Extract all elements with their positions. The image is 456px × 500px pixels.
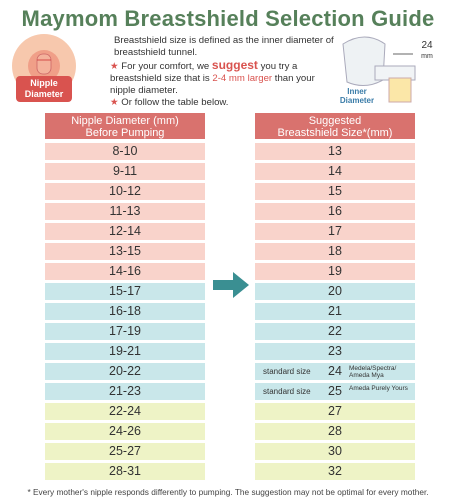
size-value: 30 [328, 444, 342, 458]
nipple-cell: 21-23 [45, 383, 205, 401]
size-note: Ameda Purely Yours [349, 385, 408, 392]
title: Maymom Breastshield Selection Guide [21, 6, 435, 31]
size-value: 20 [328, 284, 342, 298]
size-value: 24 [421, 40, 433, 51]
nipple-cell: 20-22 [45, 363, 205, 381]
nipple-cell: 25-27 [45, 443, 205, 461]
size-cell: 24 standard size Medela/Spectra/ Ameda Mya [255, 363, 415, 381]
size-cell: 25 standard size Ameda Purely Yours [255, 383, 415, 401]
nipple-cell: 24-26 [45, 423, 205, 441]
size-value: 27 [328, 404, 342, 418]
nipple-cell: 22-24 [45, 403, 205, 421]
size-cell: 16 [255, 203, 415, 221]
nipple-cell: 28-31 [45, 463, 205, 481]
tip: ★ For your comfort, we suggest you try a… [110, 58, 315, 96]
nipple-cell: 15-17 [45, 283, 205, 301]
size-value: 15 [328, 184, 342, 198]
nipple-label: Nipple [30, 78, 58, 88]
nipple-cell: 17-19 [45, 323, 205, 341]
header-line: Breastshield Size*(mm) [277, 127, 393, 139]
footnote: * Every mother's nipple responds differe… [27, 487, 429, 497]
size-cell: 13 [255, 143, 415, 161]
size-value: 13 [328, 144, 342, 158]
nipple-cell: 13-15 [45, 243, 205, 261]
tip-text: you try a breastshield size that is [110, 61, 298, 84]
size-value: 23 [328, 344, 342, 358]
arrow [213, 272, 249, 298]
inner-label: Inner [347, 87, 367, 96]
tip-highlight: 2-4 mm larger [212, 73, 273, 84]
inner-label: Diameter [340, 96, 374, 105]
size-note: Medela/Spectra/ Ameda Mya [349, 365, 397, 379]
size-cell: 17 [255, 223, 415, 241]
size-value: 25 [328, 384, 342, 398]
definition: Breastshield size is defined as the inne… [114, 35, 334, 58]
size-unit: mm [421, 53, 433, 60]
size-value: 16 [328, 204, 342, 218]
size-value: 32 [328, 464, 342, 478]
size-prefix: standard size [263, 387, 311, 396]
tip-emphasis: suggest [211, 58, 258, 72]
size-value: 21 [328, 304, 342, 318]
shield-base [388, 77, 412, 103]
size-cell: 15 [255, 183, 415, 201]
size-value: 24 [328, 364, 342, 378]
nipple-cell: 9-11 [45, 163, 205, 181]
header-line: Before Pumping [85, 127, 165, 139]
shield-diagram: 24 mm Inner Diameter [340, 36, 433, 105]
size-cell: 23 [255, 343, 415, 361]
size-value: 18 [328, 244, 342, 258]
size-cell: 18 [255, 243, 415, 261]
intro: Breastshield size is defined as the inne… [110, 35, 340, 109]
hint: ★ Or follow the table below. [110, 97, 229, 108]
size-value: 19 [328, 264, 342, 278]
nipple-label: Diameter [25, 89, 64, 99]
nipple-cell: 19-21 [45, 343, 205, 361]
arrow-shape [213, 272, 249, 298]
header-line: Suggested [308, 115, 362, 127]
nipple-cell: 8-10 [45, 143, 205, 161]
label-box [16, 76, 72, 102]
size-cell: 19 [255, 263, 415, 281]
nipple [36, 53, 52, 75]
tip-text: than your nipple diameter. [110, 73, 315, 96]
size-cell: 30 [255, 443, 415, 461]
size-value: 28 [328, 424, 342, 438]
size-cell: 32 [255, 463, 415, 481]
size-value: 14 [328, 164, 342, 178]
hint-text: Or follow the table below. [121, 97, 229, 108]
size-value: 17 [328, 224, 342, 238]
tip-text: For your comfort, we [121, 61, 212, 72]
size-cell: 22 [255, 323, 415, 341]
header-line: Nipple Diameter (mm) [71, 115, 179, 127]
nipple-cell: 16-18 [45, 303, 205, 321]
right-header: Suggested Breastshield Size*(mm) [255, 113, 415, 139]
nipple-cell: 12-14 [45, 223, 205, 241]
size-value: 22 [328, 324, 342, 338]
size-cell: 21 [255, 303, 415, 321]
nipple-cell: 14-16 [45, 263, 205, 281]
nipple-cell: 10-12 [45, 183, 205, 201]
nipple-diagram: Nipple Diameter [12, 34, 76, 102]
left-header: Nipple Diameter (mm) Before Pumping [45, 113, 205, 139]
size-cell: 20 [255, 283, 415, 301]
size-cell: 14 [255, 163, 415, 181]
nipple-cell: 11-13 [45, 203, 205, 221]
size-prefix: standard size [263, 367, 311, 376]
size-cell: 28 [255, 423, 415, 441]
size-cell: 27 [255, 403, 415, 421]
